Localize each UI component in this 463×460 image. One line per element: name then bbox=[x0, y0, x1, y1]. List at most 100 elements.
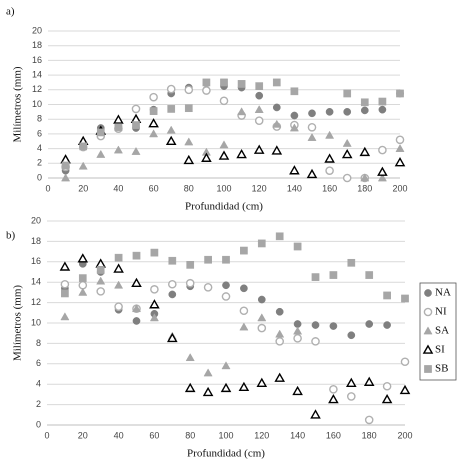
marker bbox=[400, 357, 410, 367]
marker bbox=[363, 376, 375, 386]
marker bbox=[293, 320, 302, 328]
y-tick-label: 0 bbox=[37, 172, 42, 182]
marker bbox=[257, 313, 267, 322]
marker bbox=[257, 323, 267, 333]
marker bbox=[342, 138, 352, 147]
marker bbox=[222, 281, 230, 290]
marker bbox=[96, 266, 105, 274]
y-tick-label: 18 bbox=[31, 236, 41, 246]
marker bbox=[360, 98, 369, 107]
marker bbox=[325, 108, 334, 116]
y-tick-label: 6 bbox=[36, 358, 41, 368]
marker bbox=[96, 276, 106, 285]
marker bbox=[359, 146, 371, 157]
marker bbox=[347, 331, 356, 340]
y-tick-label: 16 bbox=[31, 256, 41, 266]
marker bbox=[345, 377, 357, 387]
marker bbox=[113, 145, 123, 154]
marker bbox=[149, 107, 158, 115]
marker bbox=[396, 89, 404, 98]
marker bbox=[203, 282, 213, 292]
marker bbox=[383, 291, 391, 300]
x-tick-label: 100 bbox=[218, 430, 233, 440]
marker bbox=[168, 290, 177, 299]
marker bbox=[60, 312, 70, 321]
marker bbox=[95, 258, 107, 268]
marker bbox=[149, 92, 158, 102]
marker bbox=[307, 132, 317, 141]
marker bbox=[96, 149, 106, 158]
marker bbox=[204, 255, 212, 264]
marker bbox=[131, 304, 142, 313]
marker bbox=[150, 248, 159, 257]
x-tick-label: 0 bbox=[44, 430, 49, 440]
marker bbox=[113, 114, 124, 124]
marker bbox=[78, 161, 88, 170]
marker bbox=[341, 148, 353, 159]
legend-label: SI bbox=[435, 344, 445, 356]
y-axis-title: Milímetros (mm) bbox=[12, 285, 24, 361]
marker bbox=[324, 153, 335, 163]
marker bbox=[60, 154, 71, 164]
legend-marker bbox=[424, 289, 432, 297]
marker bbox=[395, 135, 405, 145]
y-tick-label: 0 bbox=[36, 419, 41, 429]
x-tick-label: 20 bbox=[78, 430, 88, 440]
marker bbox=[219, 140, 229, 149]
marker bbox=[77, 253, 89, 263]
marker bbox=[360, 106, 369, 115]
marker bbox=[61, 173, 71, 182]
marker bbox=[79, 142, 88, 151]
legend-label: NI bbox=[435, 306, 447, 318]
marker bbox=[253, 144, 265, 154]
x-tick-label: 180 bbox=[357, 183, 372, 193]
marker bbox=[293, 242, 302, 251]
marker bbox=[325, 166, 334, 175]
marker bbox=[381, 393, 393, 404]
x-tick-label: 140 bbox=[290, 430, 305, 440]
marker bbox=[166, 84, 176, 94]
marker bbox=[114, 302, 123, 311]
marker bbox=[201, 152, 212, 162]
marker bbox=[149, 299, 160, 309]
marker bbox=[311, 321, 320, 329]
legend-marker bbox=[423, 307, 433, 317]
marker bbox=[183, 154, 195, 165]
marker bbox=[220, 382, 232, 393]
y-tick-label: 10 bbox=[32, 99, 42, 109]
legend-marker bbox=[423, 326, 433, 335]
marker bbox=[114, 280, 124, 289]
marker bbox=[329, 271, 338, 279]
marker bbox=[275, 337, 285, 346]
marker bbox=[184, 104, 193, 113]
marker bbox=[293, 326, 303, 335]
marker bbox=[378, 97, 387, 106]
x-tick-label: 40 bbox=[113, 183, 123, 193]
marker bbox=[167, 279, 177, 289]
marker bbox=[184, 137, 194, 146]
marker bbox=[132, 251, 141, 260]
marker bbox=[132, 317, 141, 325]
marker bbox=[202, 78, 211, 87]
marker bbox=[328, 393, 339, 404]
y-tick-label: 12 bbox=[31, 297, 41, 307]
marker bbox=[378, 105, 387, 114]
marker bbox=[184, 85, 194, 95]
marker bbox=[257, 295, 266, 304]
legend-marker bbox=[422, 344, 434, 354]
marker bbox=[168, 256, 177, 265]
marker bbox=[275, 307, 284, 316]
marker bbox=[166, 125, 176, 134]
marker bbox=[186, 261, 195, 269]
marker bbox=[78, 280, 88, 290]
x-tick-label: 120 bbox=[252, 183, 267, 193]
legend-marker bbox=[424, 365, 432, 373]
y-tick-label: 16 bbox=[32, 55, 42, 65]
marker bbox=[78, 287, 88, 296]
x-tick-label: 160 bbox=[322, 183, 337, 193]
y-tick-label: 20 bbox=[32, 25, 42, 35]
y-tick-label: 14 bbox=[31, 277, 41, 287]
x-axis-title: Profundidad (cm) bbox=[185, 201, 263, 213]
marker bbox=[131, 146, 141, 155]
marker bbox=[61, 161, 70, 170]
